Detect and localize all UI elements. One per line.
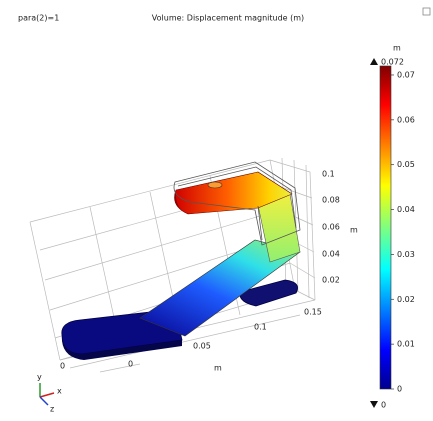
- x-tick-label: 0.15: [304, 308, 322, 317]
- x-tick-label: 0: [128, 360, 133, 369]
- plot-title: Volume: Displacement magnitude (m): [152, 14, 304, 23]
- colorbar-tick-label: 0.06: [397, 115, 415, 124]
- z-tick-label: 0.02: [322, 276, 340, 285]
- axis-triad: y x z: [37, 373, 62, 414]
- max-marker: [370, 58, 378, 65]
- colorbar-unit: m: [393, 44, 401, 53]
- colorbar-tick-label: 0.02: [397, 295, 415, 304]
- triad-x: x: [57, 387, 62, 396]
- min-marker: [370, 401, 378, 408]
- window-icon[interactable]: [423, 8, 430, 15]
- parameter-label: para(2)=1: [18, 14, 59, 23]
- colorbar-tick-label: 0.05: [397, 160, 415, 169]
- graphics-window: para(2)=1 Volume: Displacement magnitude…: [0, 0, 433, 421]
- triad-z: z: [50, 405, 54, 414]
- z-axis-unit: m: [350, 226, 358, 235]
- colorbar-gradient: [380, 66, 391, 389]
- pin: [208, 182, 222, 188]
- colorbar-tick-label: 0.03: [397, 250, 415, 259]
- z-tick-label: 0.1: [322, 170, 335, 179]
- colorbar-tick-label: 0.01: [397, 340, 415, 349]
- colorbar-tick-label: 0: [397, 385, 402, 394]
- x-axis-unit: m: [214, 364, 222, 373]
- x-tick-label: 0.1: [254, 323, 267, 332]
- colorbar-tick-label: 0.07: [397, 70, 415, 79]
- z-tick-label: 0.04: [322, 250, 340, 259]
- colorbar: 0 0.01 0.02 0.03 0.04 0.05 0.06 0.07: [380, 66, 415, 394]
- z-tick-label: 0.08: [322, 196, 340, 205]
- colorbar-max: 0.072: [381, 58, 404, 67]
- y-tick-label: 0: [60, 362, 65, 371]
- colorbar-min: 0: [381, 401, 386, 410]
- x-tick-label: 0.05: [193, 342, 211, 351]
- z-tick-label: 0.06: [322, 223, 340, 232]
- triad-y: y: [37, 373, 42, 382]
- colorbar-tick-label: 0.04: [397, 205, 415, 214]
